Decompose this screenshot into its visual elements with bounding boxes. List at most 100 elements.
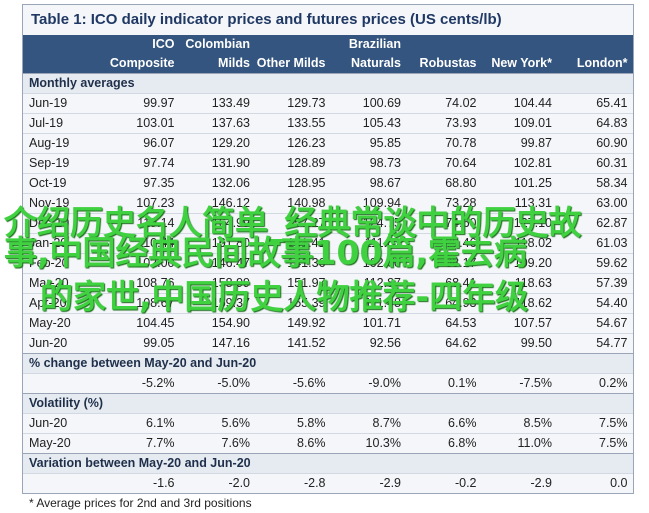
cell: 157.27 [287,216,326,230]
data-row: Mar-20 108.76 158.99 151.97 112.87 68.41 118.6… [23,273,633,293]
row-label [23,474,104,493]
cell: 99.50 [520,336,552,350]
cell: 6.8% [448,436,477,450]
data-row: Dec-19 119.14 164.99 157.27 124.75 74.60 127.1… [23,213,633,233]
cell: -2.0 [228,476,250,490]
cell: 129.20 [211,136,250,150]
cell: 6.1% [146,416,175,430]
cell: 141.52 [287,336,326,350]
data-row: Aug-19 96.07 129.20 126.23 95.85 70.78 99.87 60… [23,133,633,153]
cell: 154.90 [211,316,250,330]
column-header: Colombian [185,37,250,51]
cell: 159.37 [211,296,250,310]
cell: 110.44 [137,236,175,250]
section-heading: Volatility (%) [23,393,633,413]
cell: 108.67 [136,296,175,310]
cell: 155.39 [287,296,326,310]
cell: 128.95 [287,176,326,190]
cell: 111.48 [364,296,401,310]
cell: 5.6% [221,416,251,430]
cell: 128.89 [287,156,326,170]
row-label [23,374,104,393]
cell: 7.5% [599,416,628,430]
cell: 104.45 [136,316,175,330]
cell: 147.16 [211,336,250,350]
row-label: Feb-20 [29,256,69,270]
data-row: -1.6 -2.0 -2.8 -2.9 -0.2 -2.9 0.0 [23,473,633,493]
cell: 124.75 [362,216,401,230]
cell: 102.60 [362,256,401,270]
column-header [255,35,331,54]
cell: 68.41 [445,276,477,290]
row-label: Jun-20 [29,336,68,350]
cell: 61.03 [596,236,628,250]
cell: 113.31 [514,196,552,210]
cell: 7.5% [599,436,628,450]
section-heading: % change between May-20 and Jun-20 [23,353,633,373]
data-row: Sep-19 97.74 131.90 128.89 98.73 70.64 102.81 6… [23,153,633,173]
row-label: Jul-19 [29,116,64,130]
cell: 73.93 [445,116,477,130]
cell: 70.46 [445,236,477,250]
cell: 70.78 [445,136,477,150]
cell: 8.6% [297,436,326,450]
table-frame: Table 1: ICO daily indicator prices and … [22,4,634,510]
cell: 158.99 [211,276,250,290]
cell: 98.73 [369,156,401,170]
cell: 64.53 [445,316,477,330]
cell: 111.61 [364,236,401,250]
cell: 54.40 [596,296,628,310]
cell: 0.2% [599,376,628,390]
data-row: Jun-20 6.1% 5.6% 5.8% 8.7% 6.6% 8.5% 7.5% [23,413,633,433]
page: Table 1: ICO daily indicator prices and … [4,4,634,510]
header-spacer [23,54,104,73]
cell: 151.97 [287,276,326,290]
column-header: Brazilian [348,37,401,51]
cell: 97.35 [143,176,175,190]
cell: 133.55 [287,116,326,130]
cell: 131.90 [211,156,250,170]
cell: 8.7% [372,416,402,430]
cell: 107.23 [136,196,175,210]
column-header [482,35,558,54]
row-label: Dec-19 [29,216,70,230]
cell: 97.74 [143,156,175,170]
row-label: Sep-19 [29,156,70,170]
cell: 109.20 [513,256,552,270]
cell: -2.9 [379,476,401,490]
cell: -5.6% [292,376,326,390]
cell: 59.62 [596,256,628,270]
cell: 109.94 [362,196,401,210]
cell: 0.0 [610,476,628,490]
cell: 95.85 [369,136,401,150]
data-row: Jul-19 103.01 137.63 133.55 105.43 73.93 109.0… [23,113,633,133]
column-header: Milds [218,56,250,70]
column-header: Robustas [419,56,477,70]
column-header: Naturals [350,56,401,70]
cell: 118.63 [514,276,552,290]
cell: 119.14 [137,216,175,230]
cell: 74.60 [445,216,477,230]
cell: 132.06 [211,176,250,190]
row-label: Jun-19 [29,96,68,110]
cell: 108.76 [136,276,175,290]
data-row: -5.2% -5.0% -5.6% -9.0% 0.1% -7.5% 0.2% [23,373,633,393]
cell: 99.05 [143,336,175,350]
row-label: May-20 [29,316,71,330]
cell: 68.17 [445,256,477,270]
cell: 98.67 [369,176,401,190]
section-heading: Variation between May-20 and Jun-20 [23,453,633,473]
cell: 105.43 [362,116,401,130]
cell: 54.67 [596,316,628,330]
data-row: Apr-20 108.67 159.37 155.39 111.48 64.93 118.6… [23,293,633,313]
cell: 54.77 [596,336,628,350]
cell: 99.87 [520,136,552,150]
cell: 146.47 [211,256,250,270]
cell: 62.87 [596,216,628,230]
cell: 101.25 [513,176,552,190]
cell: -0.2 [454,476,477,490]
cell: 107.57 [513,316,552,330]
cell: 64.62 [445,336,477,350]
data-row: Feb-20 102.00 146.47 141.36 102.60 68.17 109.2… [23,253,633,273]
cell: -2.9 [530,476,552,490]
